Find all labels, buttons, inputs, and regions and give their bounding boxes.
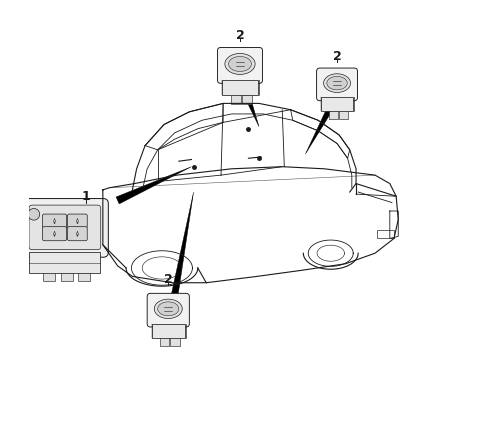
Ellipse shape	[327, 76, 347, 90]
Ellipse shape	[158, 302, 179, 316]
Ellipse shape	[324, 74, 350, 92]
Text: 2: 2	[333, 51, 341, 63]
FancyBboxPatch shape	[217, 47, 263, 84]
Bar	[29, 252, 100, 273]
Bar	[377, 230, 394, 238]
Ellipse shape	[225, 54, 255, 74]
Bar	[242, 95, 252, 104]
FancyBboxPatch shape	[43, 227, 67, 241]
Bar	[61, 273, 73, 281]
FancyBboxPatch shape	[68, 214, 87, 228]
Bar	[321, 97, 353, 111]
FancyBboxPatch shape	[29, 205, 101, 250]
Bar	[160, 338, 169, 346]
Polygon shape	[116, 167, 192, 204]
Bar	[170, 338, 180, 346]
Bar	[152, 324, 185, 338]
Ellipse shape	[228, 57, 252, 71]
Polygon shape	[171, 192, 193, 296]
Bar	[329, 111, 338, 119]
FancyBboxPatch shape	[43, 214, 67, 228]
Text: 2: 2	[164, 273, 173, 286]
FancyBboxPatch shape	[22, 198, 108, 257]
Bar	[78, 273, 90, 281]
FancyBboxPatch shape	[68, 227, 87, 241]
Bar	[231, 95, 241, 104]
Bar	[339, 111, 348, 119]
Bar	[222, 80, 258, 95]
Circle shape	[28, 208, 40, 220]
Polygon shape	[241, 87, 259, 127]
Text: 1: 1	[82, 190, 90, 203]
Bar	[43, 273, 55, 281]
Ellipse shape	[154, 299, 182, 319]
Text: 2: 2	[236, 29, 244, 42]
Polygon shape	[305, 102, 336, 154]
FancyBboxPatch shape	[317, 68, 358, 101]
FancyBboxPatch shape	[147, 293, 189, 327]
